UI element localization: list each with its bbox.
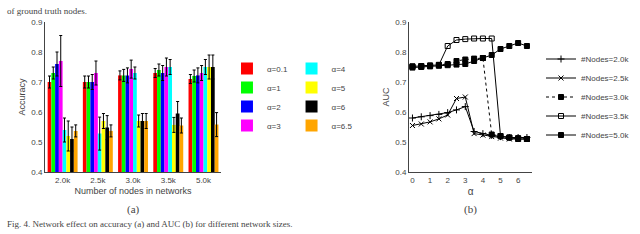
svg-text:3: 3 <box>463 176 468 185</box>
svg-text:#Nodes=3.5k: #Nodes=3.5k <box>581 112 629 121</box>
svg-text:0.8: 0.8 <box>31 48 43 57</box>
svg-text:0.6: 0.6 <box>31 108 43 117</box>
svg-text:#Nodes=5.0k: #Nodes=5.0k <box>581 131 629 140</box>
svg-text:5.0k: 5.0k <box>196 176 212 185</box>
svg-text:α=6: α=6 <box>332 103 346 112</box>
svg-text:6: 6 <box>516 176 521 185</box>
svg-text:Number of nodes in networks: Number of nodes in networks <box>75 186 193 196</box>
svg-text:2.0k: 2.0k <box>55 176 71 185</box>
svg-text:#Nodes=3.0k: #Nodes=3.0k <box>581 93 629 102</box>
svg-text:AUC: AUC <box>381 87 391 107</box>
svg-text:α=2: α=2 <box>267 103 281 112</box>
svg-text:Accuracy: Accuracy <box>17 78 27 116</box>
svg-text:2: 2 <box>445 176 450 185</box>
svg-text:0.4: 0.4 <box>31 168 43 177</box>
svg-text:0: 0 <box>410 176 415 185</box>
svg-text:0.9: 0.9 <box>31 18 43 27</box>
svg-text:4: 4 <box>481 176 486 185</box>
svg-text:α=4: α=4 <box>332 65 346 74</box>
svg-text:3.0k: 3.0k <box>125 176 141 185</box>
svg-text:0.4: 0.4 <box>395 168 407 177</box>
svg-text:of ground truth nodes.: of ground truth nodes. <box>7 6 87 16</box>
svg-text:0.5: 0.5 <box>31 138 43 147</box>
svg-text:#Nodes=2.0k: #Nodes=2.0k <box>581 55 629 64</box>
svg-text:0.5: 0.5 <box>395 138 407 147</box>
svg-text:5: 5 <box>498 176 503 185</box>
svg-text:0.7: 0.7 <box>395 78 407 87</box>
svg-text:α: α <box>468 186 474 197</box>
svg-text:Fig. 4. Network effect on accu: Fig. 4. Network effect on accuracy (a) a… <box>7 219 293 229</box>
svg-text:(b): (b) <box>464 203 477 216</box>
svg-text:α=3: α=3 <box>267 122 281 131</box>
svg-text:0.8: 0.8 <box>395 48 407 57</box>
svg-text:α=5: α=5 <box>332 84 346 93</box>
svg-text:0.6: 0.6 <box>395 108 407 117</box>
svg-text:3.5k: 3.5k <box>161 176 177 185</box>
svg-text:α=0.1: α=0.1 <box>267 65 288 74</box>
svg-text:α=1: α=1 <box>267 84 281 93</box>
svg-text:#Nodes=2.5k: #Nodes=2.5k <box>581 74 629 83</box>
svg-text:2.5k: 2.5k <box>90 176 106 185</box>
svg-text:0.9: 0.9 <box>395 18 407 27</box>
svg-text:(a): (a) <box>127 203 140 216</box>
svg-text:α=6.5: α=6.5 <box>332 122 353 131</box>
svg-text:0.7: 0.7 <box>31 78 43 87</box>
svg-text:1: 1 <box>428 176 433 185</box>
